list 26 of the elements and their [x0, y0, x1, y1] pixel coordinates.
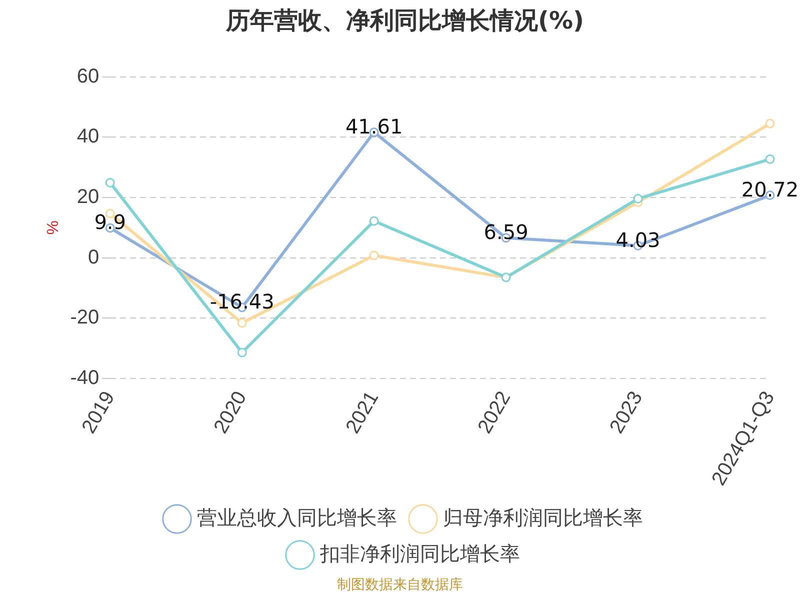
legend-label: 营业总收入同比增长率 [197, 508, 397, 530]
y-tick-label: 40 [76, 126, 100, 148]
data-label: 20.72 [741, 178, 799, 202]
y-tick-label: -40 [70, 367, 100, 390]
point [369, 250, 379, 260]
data-label: 41.61 [345, 114, 403, 138]
point [369, 216, 379, 226]
y-axis-title: % [45, 220, 62, 235]
y-tick-label: 20 [76, 186, 100, 208]
data-label: -16.43 [210, 290, 274, 314]
point [237, 318, 247, 328]
chart-title: 历年营收、净利同比增长情况(%) [225, 6, 584, 35]
point [105, 178, 115, 188]
legend-label: 扣非净利润同比增长率 [319, 544, 520, 566]
point [765, 118, 775, 128]
data-label: 6.59 [484, 220, 528, 244]
point [765, 154, 775, 164]
y-tick-label: -20 [70, 306, 100, 329]
legend-label: 归母净利润同比增长率 [443, 508, 643, 530]
point [237, 348, 247, 358]
text: 制图数据来自数据库 [336, 576, 464, 594]
y-tick-label: 0 [88, 246, 100, 268]
point [633, 194, 643, 204]
y-tick-label: 60 [76, 65, 100, 88]
data-label: 9.9 [94, 210, 126, 234]
data-label: 4.03 [616, 228, 660, 252]
